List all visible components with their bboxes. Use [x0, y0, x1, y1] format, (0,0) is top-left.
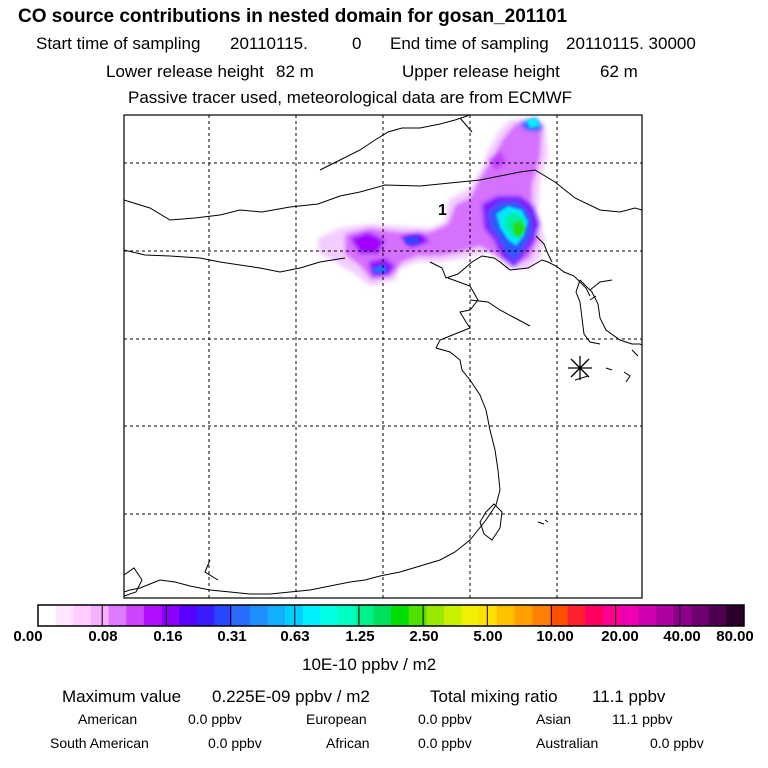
region-name: African	[326, 735, 370, 751]
colorbar-tick-label: 1.25	[345, 628, 375, 645]
colorbar-swatch	[126, 605, 145, 626]
colorbar-swatch	[267, 605, 286, 626]
colorbar-swatch	[655, 605, 674, 626]
colorbar-swatch	[585, 605, 604, 626]
colorbar-swatch	[285, 605, 304, 626]
colorbar-swatch	[408, 605, 427, 626]
colorbar-swatch	[355, 605, 374, 626]
colorbar-swatch	[673, 605, 692, 626]
colorbar-swatch	[249, 605, 268, 626]
colorbar-swatch	[214, 605, 233, 626]
colorbar-swatch	[143, 605, 162, 626]
colorbar-swatch	[232, 605, 251, 626]
lat-lon-grid	[124, 115, 642, 598]
region-value: 0.0 ppbv	[650, 735, 704, 751]
colorbar-swatch	[373, 605, 392, 626]
tracer-note: Passive tracer used, meteorological data…	[128, 88, 573, 107]
total-mixing-label: Total mixing ratio	[430, 687, 558, 706]
start-time-value: 20110115.	[230, 34, 308, 53]
colorbar-swatch	[691, 605, 709, 626]
colorbar-swatch	[108, 605, 127, 626]
colorbar-tick-label: 0.31	[217, 628, 247, 645]
end-time-label: End time of sampling	[390, 34, 549, 53]
coastlines	[124, 115, 642, 597]
colorbar-swatch	[708, 605, 727, 626]
region-value: 0.0 ppbv	[418, 735, 472, 751]
plot-title: CO source contributions in nested domain…	[18, 6, 568, 27]
region-value: 11.1 ppbv	[612, 711, 673, 727]
colorbar-frame	[37, 604, 745, 627]
colorbar-swatch	[726, 605, 745, 626]
colorbar-swatch	[638, 605, 657, 626]
end-time-value: 20110115. 30000	[566, 34, 696, 53]
colorbar-swatch	[391, 605, 409, 626]
region-name: European	[306, 711, 367, 727]
colorbar-swatch	[443, 605, 462, 626]
colorbar-swatch	[196, 605, 215, 626]
source-marker-label: 1	[438, 202, 447, 219]
colorbar-swatch	[461, 605, 480, 626]
region-name: Australian	[536, 735, 599, 751]
colorbar-swatch	[55, 605, 74, 626]
colorbar-swatch	[320, 605, 339, 626]
colorbar-swatch	[73, 605, 92, 626]
colorbar-swatch	[426, 605, 445, 626]
colorbar-tick-label: 40.00	[663, 628, 701, 645]
colorbar-tick-label: 80.00	[716, 628, 754, 645]
start-time-hour: 0	[352, 34, 362, 53]
concentration-plume	[318, 118, 548, 286]
colorbar-tick-label: 5.00	[473, 628, 503, 645]
colorbar-unit: 10E-10 ppbv / m2	[302, 655, 437, 674]
colorbar-tick-label: 0.08	[88, 628, 118, 645]
upper-release-label: Upper release height	[402, 62, 560, 81]
region-value: 0.0 ppbv	[208, 735, 262, 751]
colorbar-swatch	[90, 605, 109, 626]
max-value: 0.225E-09 ppbv / m2	[212, 687, 370, 706]
colorbar-tick-label: 0.00	[13, 628, 43, 645]
colorbar-swatch	[38, 605, 56, 626]
lower-release-label: Lower release height	[106, 62, 264, 81]
colorbar-swatch	[161, 605, 180, 626]
colorbar-swatch	[514, 605, 533, 626]
lower-release-value: 82 m	[276, 62, 314, 81]
colorbar-swatch	[496, 605, 515, 626]
total-mixing-value: 11.1 ppbv	[592, 687, 666, 706]
colorbar-swatch	[338, 605, 356, 626]
colorbar-tick-label: 10.00	[536, 628, 574, 645]
colorbar-swatch	[549, 605, 568, 626]
region-name: American	[78, 711, 138, 727]
region-name: Asian	[536, 711, 572, 727]
colorbar-swatch	[567, 605, 586, 626]
region-value: 0.0 ppbv	[418, 711, 472, 727]
colorbar-tick-label: 2.50	[409, 628, 439, 645]
colorbar-swatch	[532, 605, 551, 626]
colorbar-swatch	[602, 605, 621, 626]
start-time-label: Start time of sampling	[36, 34, 201, 53]
colorbar-tick-label: 0.63	[280, 628, 310, 645]
max-value-label: Maximum value	[62, 687, 182, 706]
region-name: South American	[50, 735, 149, 751]
region-value: 0.0 ppbv	[188, 711, 242, 727]
colorbar-swatch	[302, 605, 321, 626]
asterisk-marker-icon	[568, 356, 592, 380]
colorbar-swatch	[620, 605, 639, 626]
colorbar-swatch	[179, 605, 198, 626]
colorbar-tick-label: 0.16	[153, 628, 183, 645]
map-frame	[123, 114, 643, 599]
colorbar-tick-label: 20.00	[601, 628, 639, 645]
colorbar-swatch	[479, 605, 498, 626]
colorbar	[37, 604, 745, 627]
upper-release-value: 62 m	[600, 62, 638, 81]
